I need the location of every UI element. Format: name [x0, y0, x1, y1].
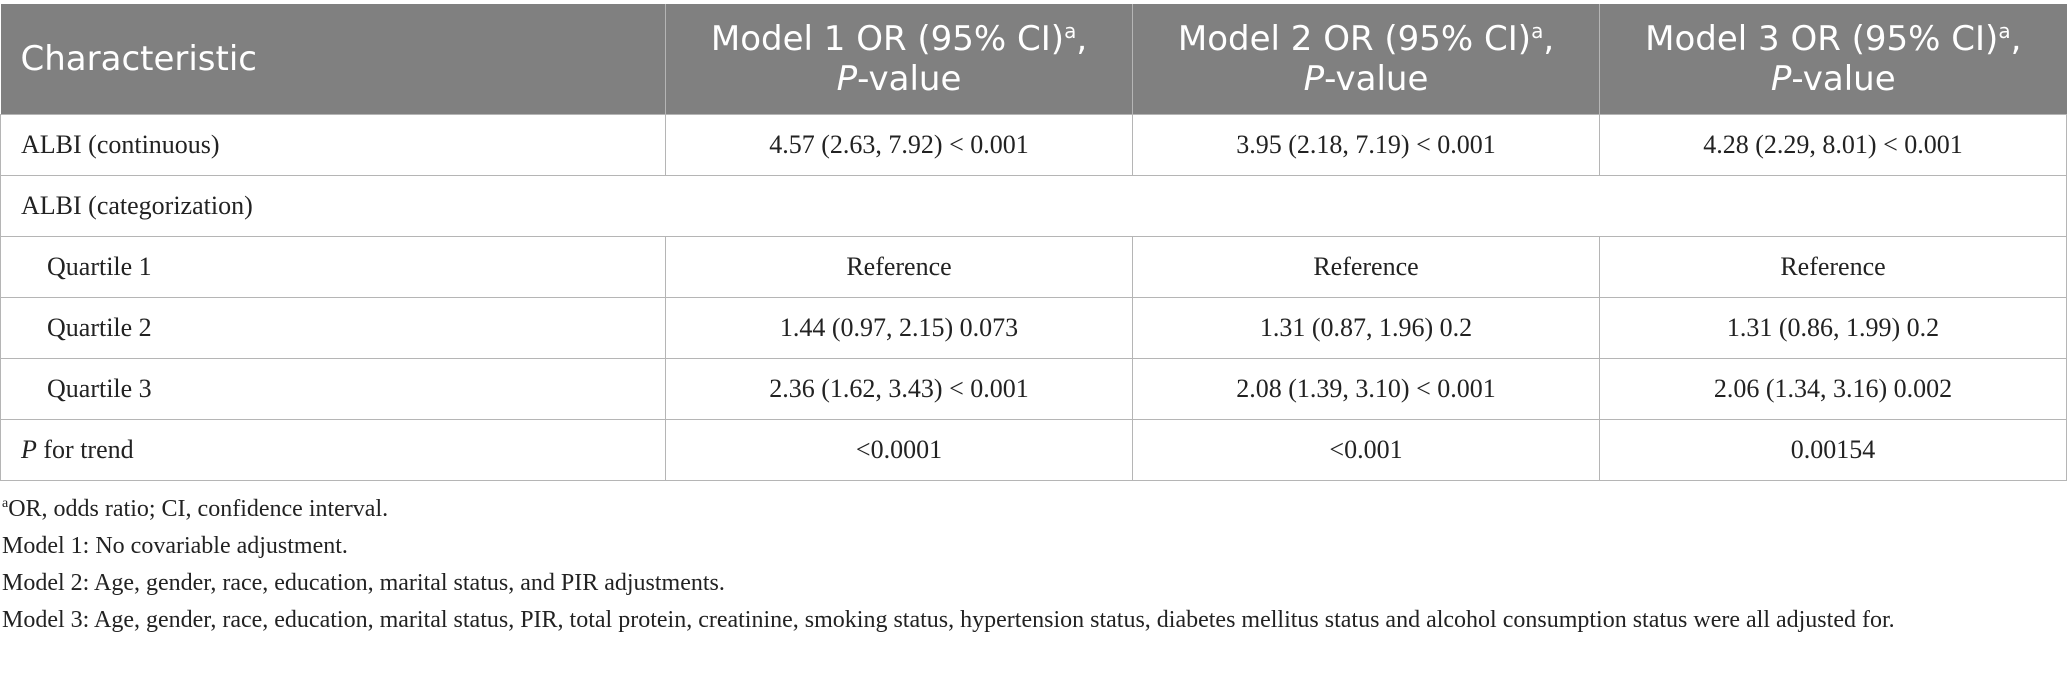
header-model-3-value: -value: [1791, 58, 1896, 99]
results-table-container: Characteristic Model 1 OR (95% CI)a, P-v…: [0, 4, 2067, 639]
cell-model-1: <0.0001: [665, 418, 1133, 481]
row-label: ALBI (continuous): [0, 113, 666, 176]
row-label: Quartile 2: [0, 296, 666, 359]
header-model-1-p: P: [836, 58, 858, 99]
header-model-2-footnote-mark: a: [1531, 18, 1544, 43]
table-row-albi-categorization: ALBI (categorization): [0, 174, 2067, 237]
table-row-p-for-trend: P for trend <0.0001 <0.001 0.00154: [0, 418, 2067, 481]
footnote-abbreviations-text: OR, odds ratio; CI, confidence interval.: [8, 495, 389, 522]
footnote-model-2: Model 2: Age, gender, race, education, m…: [2, 569, 725, 596]
footnote-model-3: Model 3: Age, gender, race, education, m…: [2, 606, 1895, 633]
odds-ratio-table: Characteristic Model 1 OR (95% CI)a, P-v…: [0, 4, 2067, 481]
header-model-2-label: Model 2 OR (95% CI): [1177, 18, 1532, 59]
cell-model-3: 0.00154: [1599, 418, 2067, 481]
row-label: P for trend: [0, 418, 666, 481]
header-model-1-comma: ,: [1076, 18, 1088, 59]
cell-model-2: 3.95 (2.18, 7.19) < 0.001: [1132, 113, 1600, 176]
row-label-group: ALBI (categorization): [0, 174, 2067, 237]
cell-model-3: 2.06 (1.34, 3.16) 0.002: [1599, 357, 2067, 420]
header-model-3: Model 3 OR (95% CI)a, P-value: [1599, 4, 2067, 114]
cell-model-1: 4.57 (2.63, 7.92) < 0.001: [665, 113, 1133, 176]
footnote-model-1: Model 1: No covariable adjustment.: [2, 532, 348, 559]
header-model-1: Model 1 OR (95% CI)a, P-value: [665, 4, 1133, 114]
header-model-3-label: Model 3 OR (95% CI): [1645, 18, 1999, 59]
cell-model-2: 1.31 (0.87, 1.96) 0.2: [1132, 296, 1600, 359]
header-characteristic: Characteristic: [0, 4, 666, 114]
header-model-2-comma: ,: [1543, 18, 1555, 59]
footnote-abbreviations: aOR, odds ratio; CI, confidence interval…: [2, 491, 2032, 528]
header-model-3-comma: ,: [2010, 18, 2022, 59]
cell-model-2: 2.08 (1.39, 3.10) < 0.001: [1132, 357, 1600, 420]
header-model-3-footnote-mark: a: [1998, 18, 2011, 43]
cell-model-1: 2.36 (1.62, 3.43) < 0.001: [665, 357, 1133, 420]
cell-model-1: 1.44 (0.97, 2.15) 0.073: [665, 296, 1133, 359]
row-label: Quartile 3: [0, 357, 666, 420]
table-row-quartile-2: Quartile 2 1.44 (0.97, 2.15) 0.073 1.31 …: [0, 296, 2067, 359]
footnote-mark: a: [2, 495, 9, 511]
header-model-3-p: P: [1770, 58, 1792, 99]
header-model-2: Model 2 OR (95% CI)a, P-value: [1132, 4, 1600, 114]
cell-model-3: 1.31 (0.86, 1.99) 0.2: [1599, 296, 2067, 359]
table-row-quartile-1: Quartile 1 Reference Reference Reference: [0, 235, 2067, 298]
header-model-2-p: P: [1303, 58, 1325, 99]
header-model-1-label: Model 1 OR (95% CI): [710, 18, 1065, 59]
table-row-quartile-3: Quartile 3 2.36 (1.62, 3.43) < 0.001 2.0…: [0, 357, 2067, 420]
cell-model-3: 4.28 (2.29, 8.01) < 0.001: [1599, 113, 2067, 176]
row-label-p: P: [21, 434, 37, 464]
header-model-1-value: -value: [857, 58, 962, 99]
row-label: Quartile 1: [0, 235, 666, 298]
cell-model-2: <0.001: [1132, 418, 1600, 481]
row-label-rest: for trend: [36, 434, 134, 464]
table-header-row: Characteristic Model 1 OR (95% CI)a, P-v…: [0, 4, 2067, 114]
cell-model-1: Reference: [665, 235, 1133, 298]
cell-model-3: Reference: [1599, 235, 2067, 298]
cell-model-2: Reference: [1132, 235, 1600, 298]
header-model-1-footnote-mark: a: [1064, 18, 1077, 43]
header-model-2-value: -value: [1324, 58, 1429, 99]
table-footnotes: aOR, odds ratio; CI, confidence interval…: [0, 491, 2032, 639]
table-row-albi-continuous: ALBI (continuous) 4.57 (2.63, 7.92) < 0.…: [0, 113, 2067, 176]
